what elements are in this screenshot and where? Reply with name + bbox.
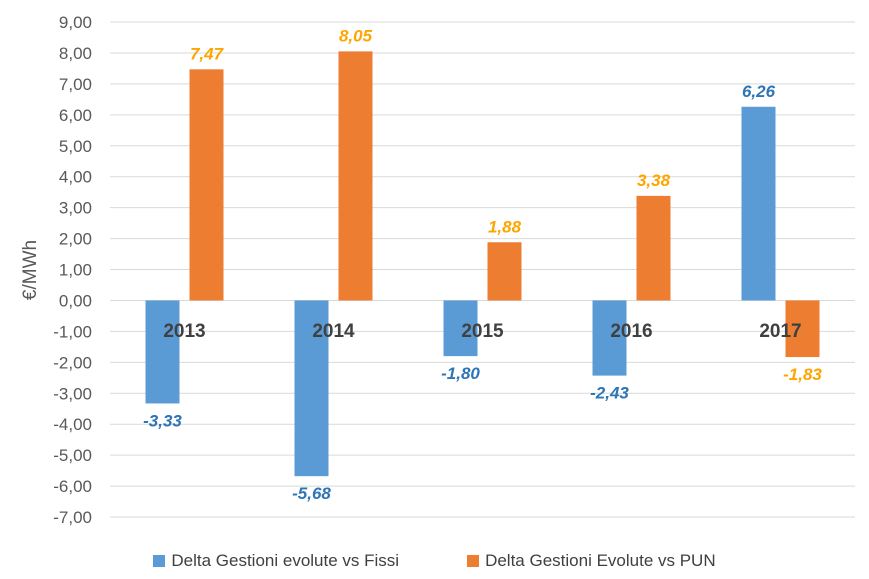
data-label: 6,26	[742, 82, 776, 101]
bar-pun-2014	[338, 51, 373, 301]
bar-pun-2016	[636, 195, 671, 301]
y-tick-label: 2,00	[59, 230, 92, 249]
y-tick-label: -3,00	[53, 384, 92, 403]
bar-fissi-2017	[741, 106, 776, 301]
category-label: 2013	[163, 321, 205, 342]
bars	[145, 51, 820, 477]
y-tick-label: 6,00	[59, 106, 92, 125]
data-label: -5,68	[292, 484, 331, 503]
y-tick-label: 8,00	[59, 44, 92, 63]
y-tick-label: -7,00	[53, 508, 92, 527]
bar-chart: 9,00 8,00 7,00 6,00 5,00 4,00 3,00 2,00 1,00 0,00…	[20, 13, 855, 527]
bar-pun-2017	[785, 300, 820, 358]
bar-pun-2013	[189, 69, 224, 301]
legend-item-fissi: Delta Gestioni evolute vs Fissi	[153, 551, 399, 571]
y-tick-label: -5,00	[53, 446, 92, 465]
category-label: 2014	[312, 321, 355, 342]
data-label: -2,43	[590, 384, 629, 403]
data-label: -1,83	[783, 365, 822, 384]
data-label: 1,88	[488, 217, 522, 236]
bar-fissi-2014	[294, 300, 329, 477]
data-label: -1,80	[441, 364, 480, 383]
y-tick-label: -1,00	[53, 322, 92, 341]
y-tick-label: 1,00	[59, 261, 92, 280]
category-labels: 2013 2014 2015 2016 2017	[163, 321, 801, 342]
y-tick-label: 9,00	[59, 13, 92, 32]
y-axis-ticks: 9,00 8,00 7,00 6,00 5,00 4,00 3,00 2,00 1,00 0,00…	[53, 13, 92, 527]
legend-label-fissi: Delta Gestioni evolute vs Fissi	[171, 551, 400, 570]
bar-fissi-2015	[443, 300, 478, 357]
bar-fissi-2016	[592, 300, 627, 376]
bar-fissi-2013	[145, 300, 180, 404]
y-tick-label: 7,00	[59, 75, 92, 94]
y-tick-label: -2,00	[53, 353, 92, 372]
category-label: 2016	[610, 321, 652, 342]
y-tick-label: -6,00	[53, 477, 92, 496]
gridlines	[110, 21, 855, 518]
category-label: 2017	[759, 321, 801, 342]
legend-swatch-pun	[467, 555, 480, 567]
legend-label-pun: Delta Gestioni Evolute vs PUN	[485, 551, 716, 570]
legend-swatch-fissi	[153, 555, 166, 567]
y-tick-label: -4,00	[53, 415, 92, 434]
data-label: 7,47	[190, 44, 225, 63]
data-labels: -3,33 7,47 -5,68 8,05 -1,80 1,88 -2,43 3,38 6,26…	[143, 26, 822, 503]
y-tick-label: 0,00	[59, 291, 92, 310]
data-label: 3,38	[637, 171, 671, 190]
bar-pun-2015	[487, 242, 522, 301]
category-label: 2015	[461, 321, 504, 342]
legend-item-pun: Delta Gestioni Evolute vs PUN	[467, 551, 716, 571]
data-label: 8,05	[339, 26, 373, 45]
y-axis-label: €/MWh	[20, 240, 41, 300]
data-label: -3,33	[143, 411, 182, 430]
legend: Delta Gestioni evolute vs Fissi Delta Ge…	[0, 551, 869, 571]
y-tick-label: 5,00	[59, 137, 92, 156]
y-tick-label: 3,00	[59, 199, 92, 218]
y-tick-label: 4,00	[59, 168, 92, 187]
